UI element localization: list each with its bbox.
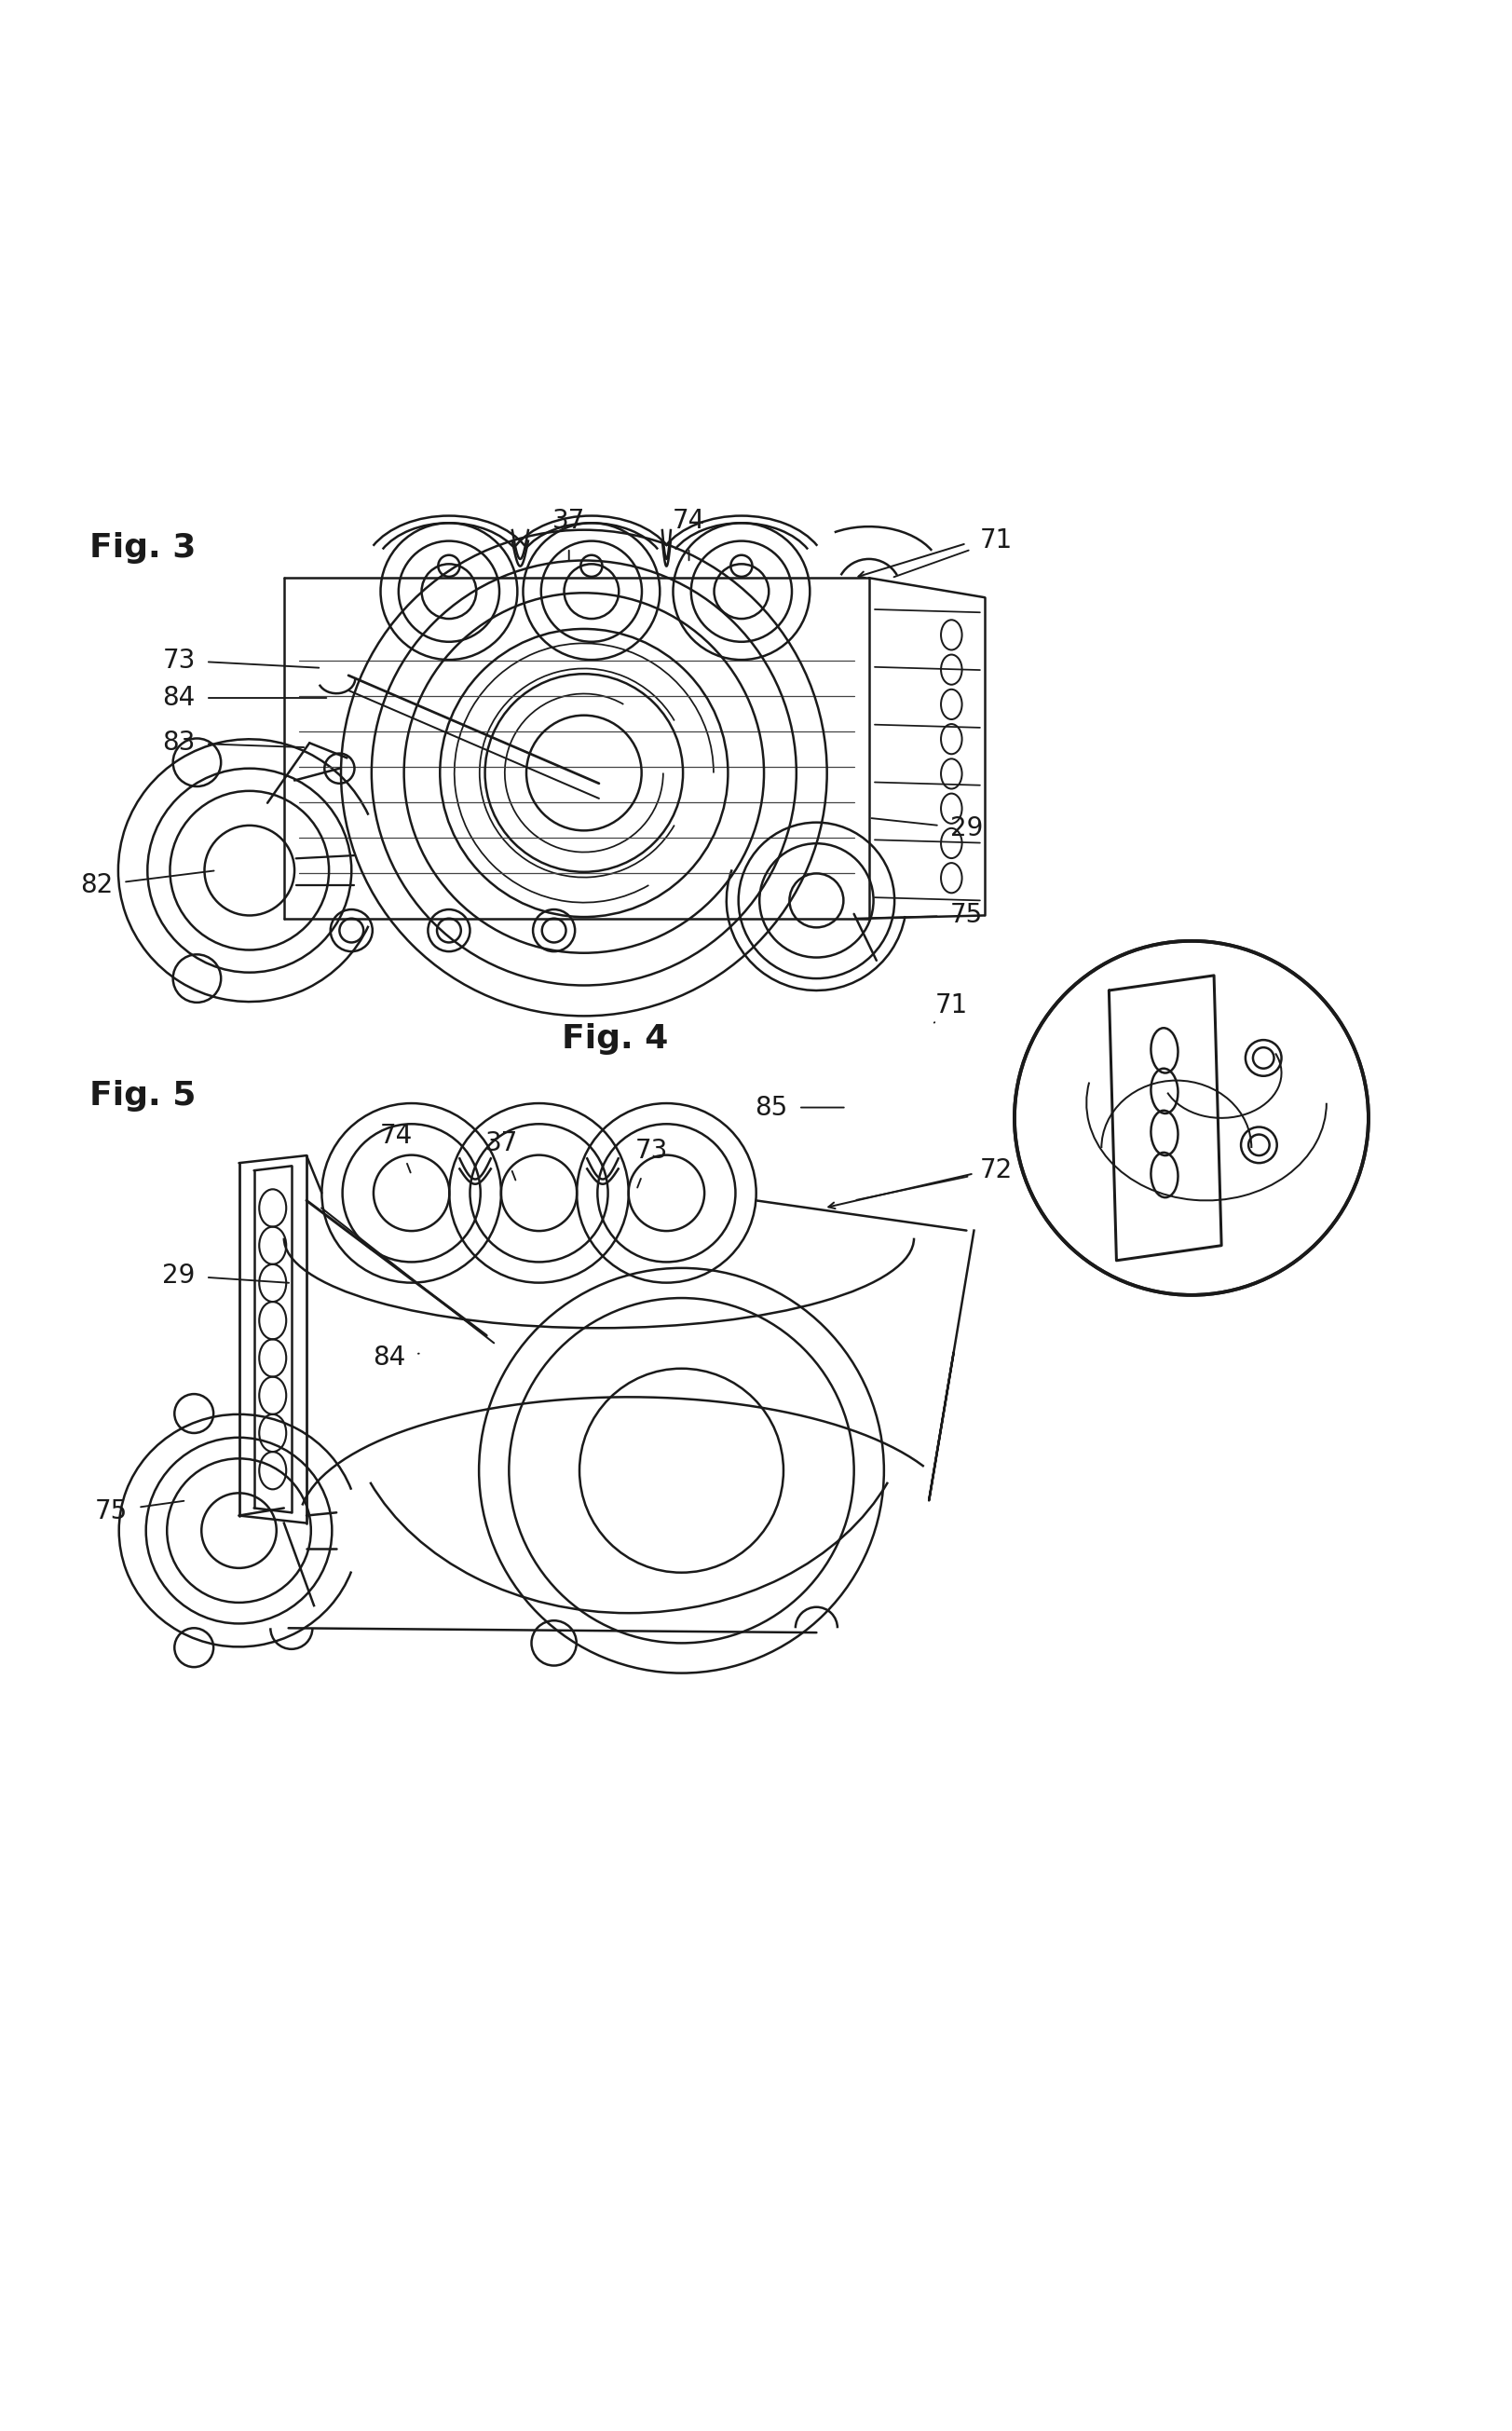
Text: 29: 29	[162, 1262, 195, 1288]
Text: 75: 75	[95, 1497, 129, 1524]
Text: 83: 83	[162, 729, 195, 756]
Text: 74: 74	[673, 508, 705, 535]
Text: 73: 73	[635, 1138, 667, 1164]
Text: 84: 84	[372, 1344, 405, 1371]
Text: 72: 72	[980, 1157, 1012, 1184]
Text: 85: 85	[754, 1094, 788, 1121]
Circle shape	[1015, 941, 1368, 1296]
Text: 71: 71	[980, 528, 1012, 554]
Text: Fig. 4: Fig. 4	[561, 1023, 668, 1055]
Text: 75: 75	[950, 902, 983, 929]
Text: 73: 73	[162, 647, 195, 673]
Text: Fig. 5: Fig. 5	[89, 1079, 195, 1111]
Text: 29: 29	[950, 814, 983, 841]
Text: Fig. 3: Fig. 3	[89, 532, 195, 564]
Text: 37: 37	[552, 508, 585, 535]
Text: 84: 84	[162, 686, 195, 710]
Text: 74: 74	[380, 1123, 413, 1150]
Text: 37: 37	[485, 1130, 517, 1157]
Text: 82: 82	[80, 873, 113, 899]
Text: 71: 71	[934, 992, 968, 1019]
